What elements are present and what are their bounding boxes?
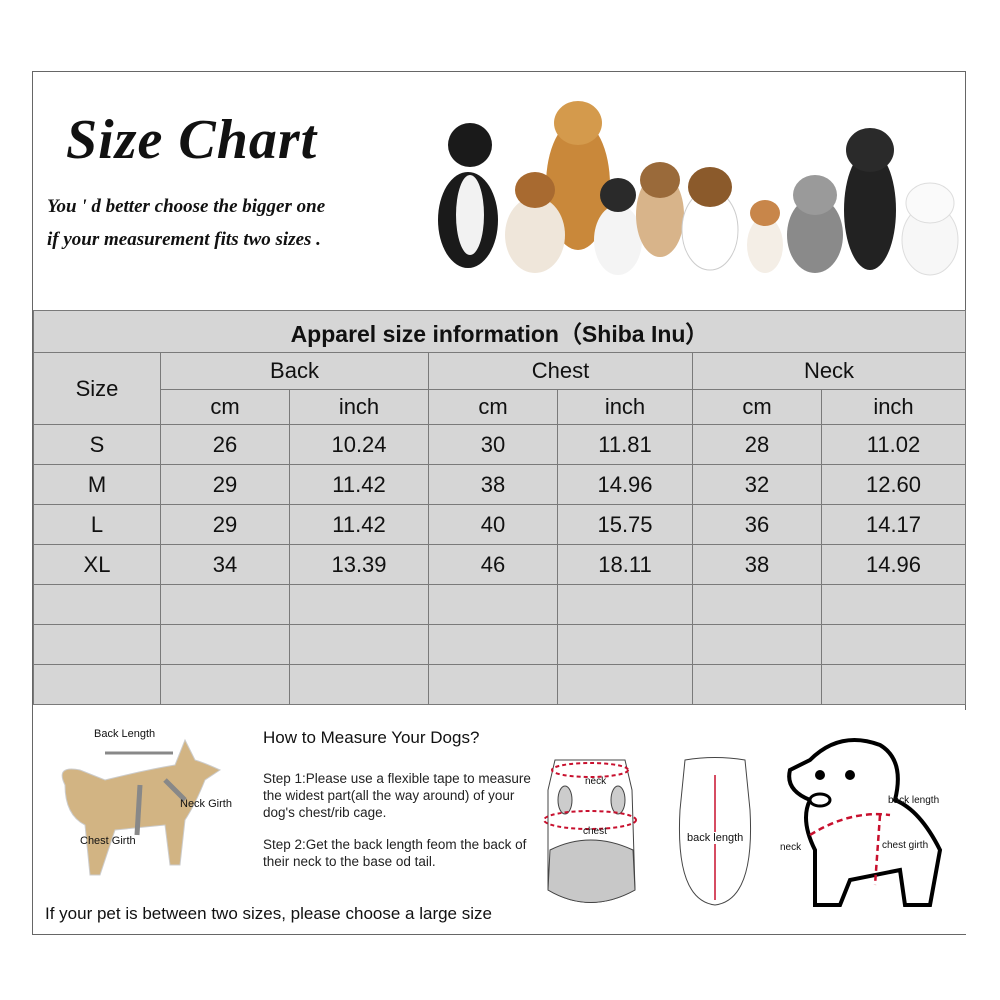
- garment-diagram: [543, 757, 752, 906]
- value-cell: 13.39: [289, 544, 429, 585]
- step-2-text: Step 2:Get the back length feom the back…: [263, 837, 527, 869]
- value-cell: 14.96: [557, 464, 693, 505]
- table-row: S 26 10.24 30 11.81 28 11.02: [33, 424, 966, 465]
- value-cell: 46: [428, 544, 558, 585]
- table-row: XL 34 13.39 46 18.11 38 14.96: [33, 544, 966, 585]
- value-cell: 14.96: [821, 544, 966, 585]
- value-cell: 32: [692, 464, 822, 505]
- value-cell: 11.81: [557, 424, 693, 465]
- value-cell: 11.42: [289, 464, 429, 505]
- empty-row: [33, 584, 966, 625]
- size-cell: S: [33, 424, 161, 465]
- table-row: L 29 11.42 40 15.75 36 14.17: [33, 504, 966, 545]
- value-cell: 28: [692, 424, 822, 465]
- measure-heading: How to Measure Your Dogs?: [263, 728, 480, 747]
- value-cell: 11.42: [289, 504, 429, 545]
- unit-header: inch: [557, 389, 693, 425]
- step-1-text: Step 1:Please use a flexible tape to mea…: [263, 771, 531, 820]
- puppy-back-length-label: back length: [888, 795, 940, 806]
- value-cell: 36: [692, 504, 822, 545]
- unit-header: inch: [289, 389, 429, 425]
- unit-header: cm: [692, 389, 822, 425]
- page-title: Size Chart: [66, 109, 318, 171]
- garment-neck-label: neck: [585, 776, 607, 787]
- table-title: Apparel size information（Shiba Inu）: [33, 310, 966, 353]
- empty-row: [33, 624, 966, 665]
- value-cell: 29: [160, 464, 290, 505]
- back-length-label: Back Length: [94, 728, 156, 740]
- value-cell: 12.60: [821, 464, 966, 505]
- unit-header: cm: [428, 389, 558, 425]
- value-cell: 38: [692, 544, 822, 585]
- size-note: If your pet is between two sizes, please…: [45, 904, 492, 923]
- size-cell: XL: [33, 544, 161, 585]
- neck-girth-label: Neck Girth: [180, 798, 232, 810]
- puppy-neck-label: neck: [780, 842, 802, 853]
- value-cell: 15.75: [557, 504, 693, 545]
- value-cell: 40: [428, 504, 558, 545]
- puppy-chest-girth-label: chest girth: [882, 840, 929, 851]
- pet-silhouettes: [438, 101, 959, 276]
- unit-header: cm: [160, 389, 290, 425]
- size-column-header: Size: [33, 352, 161, 425]
- empty-row: [33, 664, 966, 705]
- table-row: M 29 11.42 38 14.96 32 12.60: [33, 464, 966, 505]
- garment-chest-label: chest: [583, 826, 607, 837]
- pets-group-image: [438, 101, 959, 276]
- garment-back-length-label: back length: [687, 832, 744, 844]
- value-cell: 38: [428, 464, 558, 505]
- value-cell: 18.11: [557, 544, 693, 585]
- value-cell: 10.24: [289, 424, 429, 465]
- unit-header: inch: [821, 389, 966, 425]
- size-cell: M: [33, 464, 161, 505]
- subtitle-line-1: You ' d better choose the bigger one: [47, 196, 326, 217]
- value-cell: 34: [160, 544, 290, 585]
- group-header-back: Back: [160, 352, 429, 390]
- subtitle-line-2: if your measurement fits two sizes .: [47, 229, 321, 250]
- group-header-neck: Neck: [692, 352, 966, 390]
- size-cell: L: [33, 504, 161, 545]
- size-table: Apparel size information（Shiba Inu） Size…: [33, 310, 966, 705]
- value-cell: 30: [428, 424, 558, 465]
- puppy-illustration: [787, 738, 943, 907]
- value-cell: 26: [160, 424, 290, 465]
- chest-girth-label: Chest Girth: [80, 835, 136, 847]
- value-cell: 11.02: [821, 424, 966, 465]
- value-cell: 14.17: [821, 504, 966, 545]
- group-header-chest: Chest: [428, 352, 693, 390]
- dog-measure-illustration: [61, 738, 222, 876]
- value-cell: 29: [160, 504, 290, 545]
